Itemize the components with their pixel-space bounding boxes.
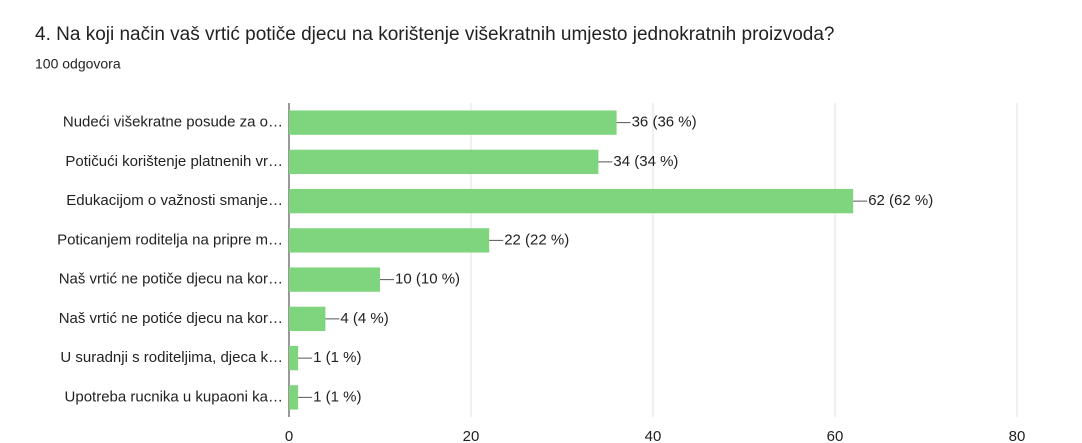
data-label: 36 (36 %) [632, 114, 697, 131]
bar [289, 345, 299, 371]
x-tick-label: 0 [285, 428, 293, 443]
bar [289, 228, 490, 253]
y-tick-label: U suradnji s roditeljima, djeca k… [60, 349, 283, 366]
x-tick-label: 80 [1009, 428, 1026, 443]
chart-title: 4. Na koji način vaš vrtić potiče djecu … [35, 24, 834, 45]
y-tick-label: Upotreba rucnika u kupaoni ka… [65, 388, 283, 405]
y-tick-label: Naš vrtić ne potiče djecu na kor… [59, 271, 283, 288]
y-tick-label: Naš vrtić ne potiće djecu na kor… [59, 310, 283, 327]
data-label: 34 (34 %) [613, 153, 678, 170]
bar [289, 306, 326, 332]
bar [289, 188, 854, 214]
y-tick-label: Nudeći višekratne posude za o… [63, 114, 283, 131]
bar [289, 267, 380, 292]
data-label: 1 (1 %) [313, 349, 361, 366]
data-label: 62 (62 %) [868, 192, 933, 209]
y-tick-label: Edukacijom o važnosti smanje… [66, 192, 283, 209]
bar [289, 149, 599, 175]
y-tick-label: Poticanjem roditelja na pripre m… [57, 231, 283, 248]
bar [289, 385, 299, 410]
x-tick-label: 40 [645, 428, 662, 443]
chart-subtitle: 100 odgovora [35, 56, 121, 72]
x-tick-label: 20 [463, 428, 480, 443]
data-label: 4 (4 %) [340, 310, 388, 327]
bar [289, 110, 617, 135]
data-label: 10 (10 %) [395, 271, 460, 288]
y-tick-label: Potičući korištenje platnenih vr… [65, 153, 283, 170]
x-tick-label: 60 [827, 428, 844, 443]
data-label: 22 (22 %) [504, 231, 569, 248]
data-label: 1 (1 %) [313, 388, 361, 405]
